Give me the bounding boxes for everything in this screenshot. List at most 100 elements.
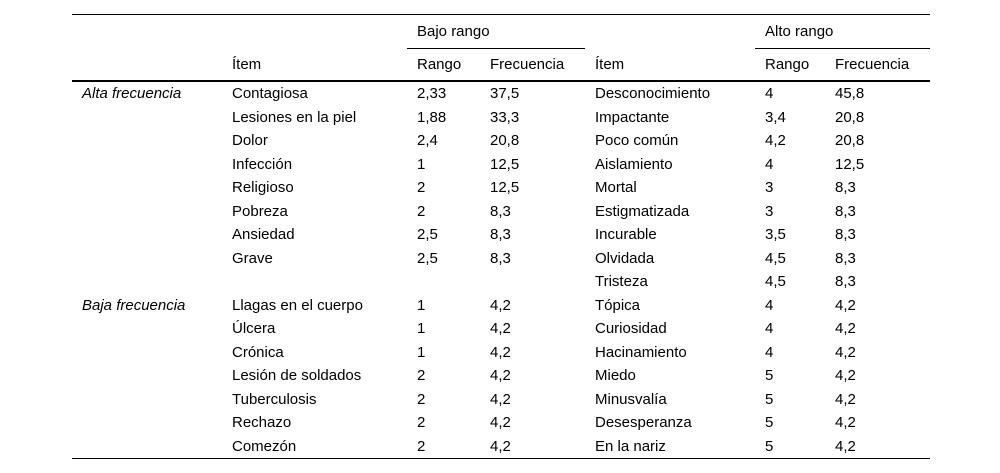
table-cell: 1 [417, 343, 426, 361]
table-cell: Aislamiento [595, 155, 673, 173]
table-cell: 1 [417, 320, 426, 338]
table-cell: Curiosidad [595, 320, 667, 338]
table-cell: 2 [417, 202, 426, 220]
table-cell: Úlcera [232, 320, 276, 338]
table-row: Lesión de soldados 2 4,2 Miedo 5 4,2 [72, 364, 930, 388]
item-frequency-table: Bajo rango Alto rango Ítem Rango Frecuen… [72, 14, 931, 459]
table-cell: 5 [765, 390, 774, 408]
table-cell: Llagas en el cuerpo [232, 296, 363, 314]
table-row: Comezón 2 4,2 En la nariz 5 4,2 [72, 435, 930, 459]
column-header-frecuencia-alto: Frecuencia [825, 48, 931, 82]
table-cell: 2,33 [417, 85, 447, 103]
table-cell: 4,2 [490, 296, 511, 314]
table-cell: 2,5 [417, 249, 438, 267]
table-cell: 4,2 [490, 437, 511, 455]
table-cell: Incurable [595, 226, 657, 244]
table-cell: 4,2 [490, 367, 511, 385]
spanner-spacer [72, 15, 407, 49]
column-header-item-bajo: Ítem [222, 48, 407, 82]
table-row: Religioso 2 12,5 Mortal 3 8,3 [72, 176, 930, 200]
table-cell: 4,2 [835, 367, 856, 385]
table-cell: 45,8 [835, 85, 865, 103]
row-group-label [72, 341, 222, 365]
table-cell: Dolor [232, 132, 268, 150]
table-cell: Mortal [595, 179, 637, 197]
table-cell: Estigmatizada [595, 202, 690, 220]
table-row: Baja frecuencia Llagas en el cuerpo 1 4,2 Tó… [72, 294, 930, 318]
table-cell: 8,3 [835, 202, 856, 220]
table-cell: 4,2 [835, 390, 856, 408]
row-group-label: Alta frecuencia [82, 85, 182, 103]
table-cell: 4,5 [765, 273, 786, 291]
table-cell: Lesión de soldados [232, 367, 362, 385]
row-group-label [72, 247, 222, 271]
table-cell: Pobreza [232, 202, 288, 220]
table-cell: Impactante [595, 108, 670, 126]
table-cell: 8,3 [835, 179, 856, 197]
spanner-alto-rango: Alto rango [755, 14, 931, 49]
table-cell: 8,3 [490, 249, 511, 267]
spanner-spacer [585, 15, 755, 49]
table-body: Alta frecuencia Contagiosa 2,33 37,5 Descono… [72, 81, 930, 459]
table-row: Grave 2,5 8,3 Olvidada 4,5 8,3 [72, 247, 930, 271]
table-cell [222, 270, 407, 294]
table-cell: Ansiedad [232, 226, 295, 244]
spanner-row: Bajo rango Alto rango [72, 14, 931, 49]
table-cell: Tópica [595, 296, 641, 314]
table-cell: 1 [417, 155, 426, 173]
table-row: Pobreza 2 8,3 Estigmatizada 3 8,3 [72, 200, 930, 224]
table-cell: 2 [417, 437, 426, 455]
row-group-label [72, 317, 222, 341]
table-cell: 5 [765, 414, 774, 432]
table-cell: 4,2 [835, 296, 856, 314]
row-group-label [72, 106, 222, 130]
row-group-label [72, 153, 222, 177]
table-cell: Contagiosa [232, 85, 308, 103]
table-cell: 3,5 [765, 226, 786, 244]
table-cell: 2,4 [417, 132, 438, 150]
table-row: Dolor 2,4 20,8 Poco común 4,2 20,8 [72, 129, 930, 153]
table-cell: Rechazo [232, 414, 292, 432]
row-group-label [72, 200, 222, 224]
table-cell: Olvidada [595, 249, 655, 267]
table-cell: Lesiones en la piel [232, 108, 357, 126]
table-cell: 5 [765, 437, 774, 455]
table-row: Alta frecuencia Contagiosa 2,33 37,5 Descono… [72, 81, 930, 106]
table-cell: 8,3 [490, 202, 511, 220]
table-cell: 1 [417, 296, 426, 314]
column-header-empty [72, 48, 222, 82]
column-header-rango-bajo: Rango [407, 48, 480, 82]
table-cell: 4,2 [490, 320, 511, 338]
table-row: Úlcera 1 4,2 Curiosidad 4 4,2 [72, 317, 930, 341]
table-cell: Infección [232, 155, 293, 173]
row-group-label [72, 176, 222, 200]
table-cell: 37,5 [490, 85, 520, 103]
table-cell: 4,2 [835, 437, 856, 455]
table-row: Tristeza 4,5 8,3 [72, 270, 930, 294]
table-cell: Crónica [232, 343, 284, 361]
table-header: Bajo rango Alto rango Ítem Rango Frecuen… [72, 14, 931, 82]
table-cell: 4 [765, 85, 774, 103]
row-group-label [72, 435, 222, 459]
column-header-rango-alto: Rango [755, 48, 825, 82]
row-group-label [72, 223, 222, 247]
table-cell: Minusvalía [595, 390, 667, 408]
row-group-label [72, 388, 222, 412]
table-cell: 4,5 [765, 249, 786, 267]
row-group-label [72, 270, 222, 294]
table-cell: 1,88 [417, 108, 447, 126]
table-row: Lesiones en la piel 1,88 33,3 Impactante 3,4… [72, 106, 930, 130]
table-cell: 4 [765, 320, 774, 338]
table-row: Ansiedad 2,5 8,3 Incurable 3,5 8,3 [72, 223, 930, 247]
table-cell: 4,2 [765, 132, 786, 150]
table-cell [480, 270, 585, 294]
table-cell: 12,5 [835, 155, 865, 173]
table-cell: Desesperanza [595, 414, 692, 432]
column-header-frecuencia-bajo: Frecuencia [480, 48, 585, 82]
table-cell: Tuberculosis [232, 390, 317, 408]
table-cell: 8,3 [835, 226, 856, 244]
table-cell: 4,2 [835, 343, 856, 361]
table-cell: 20,8 [835, 132, 865, 150]
table-cell: 8,3 [490, 226, 511, 244]
